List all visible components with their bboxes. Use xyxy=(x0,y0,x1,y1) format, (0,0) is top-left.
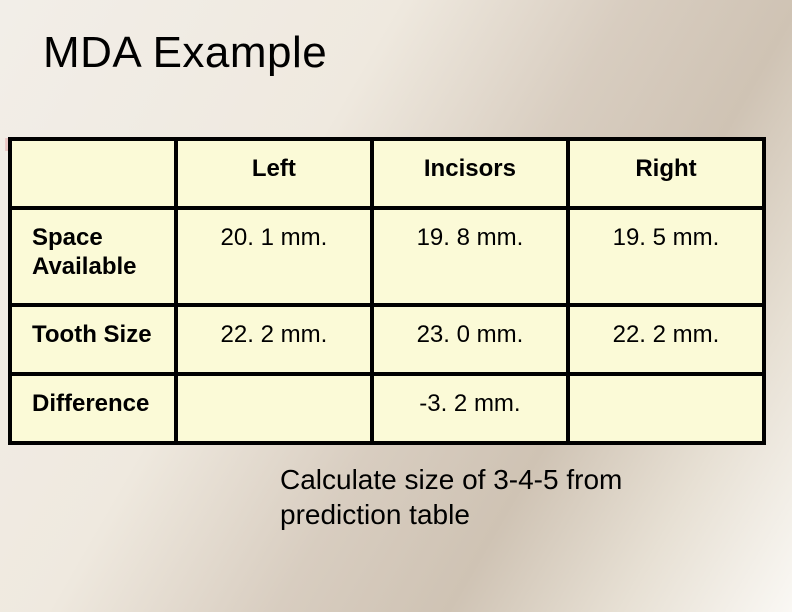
cell-space-right: 19. 5 mm. xyxy=(568,208,764,306)
cell-tooth-right: 22. 2 mm. xyxy=(568,305,764,374)
cell-diff-right xyxy=(568,374,764,443)
instruction-text: Calculate size of 3-4-5 from prediction … xyxy=(280,462,740,532)
table-header-row: Left Incisors Right xyxy=(10,139,764,208)
cell-space-left: 20. 1 mm. xyxy=(176,208,372,306)
row-label-space-available: Space Available xyxy=(10,208,176,306)
cell-tooth-left: 22. 2 mm. xyxy=(176,305,372,374)
col-incisors: Incisors xyxy=(372,139,568,208)
col-left: Left xyxy=(176,139,372,208)
col-blank xyxy=(10,139,176,208)
data-table: Left Incisors Right Space Available 20. … xyxy=(8,137,766,445)
mda-table: Left Incisors Right Space Available 20. … xyxy=(8,137,766,445)
table-row: Tooth Size 22. 2 mm. 23. 0 mm. 22. 2 mm. xyxy=(10,305,764,374)
table-row: Space Available 20. 1 mm. 19. 8 mm. 19. … xyxy=(10,208,764,306)
row-label-difference: Difference xyxy=(10,374,176,443)
row-label-tooth-size: Tooth Size xyxy=(10,305,176,374)
table-row: Difference -3. 2 mm. xyxy=(10,374,764,443)
cell-space-incisors: 19. 8 mm. xyxy=(372,208,568,306)
slide-title: MDA Example xyxy=(43,28,327,78)
cell-diff-left xyxy=(176,374,372,443)
col-right: Right xyxy=(568,139,764,208)
cell-tooth-incisors: 23. 0 mm. xyxy=(372,305,568,374)
cell-diff-incisors: -3. 2 mm. xyxy=(372,374,568,443)
